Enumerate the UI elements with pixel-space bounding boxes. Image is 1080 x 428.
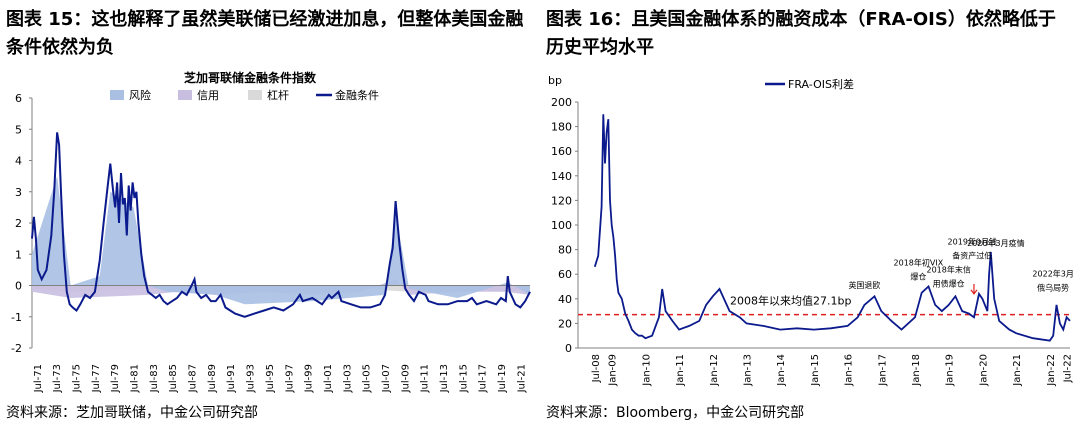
x-tick-label-13: Jan-21: [1012, 354, 1023, 387]
y-unit-label: bp: [548, 74, 562, 87]
y-tick-label-2: 0: [15, 280, 22, 293]
legend-swatch-2: [248, 90, 262, 100]
legend-label-2: 杠杆: [267, 88, 289, 102]
x-tick-label-3: Jul-77: [91, 364, 102, 393]
x-tick-label-24: Jul-19: [497, 364, 508, 393]
x-tick-label-17: Jul-05: [362, 364, 373, 393]
annotation-4-line-0: 2020年3月疫情: [967, 238, 1024, 248]
annotation-3-line-1: 备资产过低: [952, 250, 992, 260]
x-tick-label-10: Jul-91: [226, 364, 237, 393]
y-tick-label-6: 4: [15, 155, 22, 168]
annotation-5-line-0: 2022年3月: [1032, 268, 1073, 278]
x-tick-label-14: Jan-22: [1046, 354, 1057, 387]
legend-label-3: 金融条件: [335, 88, 379, 102]
y-tick-label-0: 0: [565, 342, 572, 355]
left-source: 资料来源：芝加哥联储，中金公司研究部: [6, 405, 258, 421]
fra-ois-line: [593, 114, 1071, 342]
x-tick-label-5: Jan-13: [742, 354, 753, 387]
y-tick-label-8: 160: [551, 145, 572, 158]
x-tick-label-2: Jul-75: [72, 364, 83, 393]
x-tick-label-7: Jul-85: [168, 364, 179, 393]
nfci-line: [31, 132, 531, 318]
y-tick-label-7: 140: [551, 170, 572, 183]
area-series-2: [32, 176, 530, 305]
right-chart: bp FRA-OIS利差 0 20 40 60 80 100 120 140 160 180 200 20…: [548, 74, 1074, 387]
y-tick-label-1: -1: [11, 311, 22, 324]
x-tick-label-20: Jul-11: [420, 364, 431, 393]
y-tick-label-2: 40: [558, 293, 572, 306]
x-tick-label-12: Jan-20: [978, 354, 989, 387]
x-tick-label-7: Jan-15: [810, 354, 821, 387]
right-panel: 图表 16：且美国金融体系的融资成本（FRA-OIS）依然略低于历史平均水平 b…: [540, 0, 1080, 428]
legend-label: FRA-OIS利差: [788, 77, 854, 91]
x-tick-label-16: Jul-03: [342, 364, 353, 393]
x-tick-label-25: Jul-21: [516, 364, 527, 393]
annotation-2-line-1: 用债爆仓: [933, 279, 965, 289]
left-figure-title: 图表 15：这也解释了虽然美联储已经激进加息，但整体美国金融条件依然为负: [6, 9, 524, 58]
x-tick-label-1: Jan-09: [608, 354, 619, 387]
y-tick-label-3: 60: [558, 268, 572, 281]
x-tick-label-1: Jul-73: [52, 364, 63, 393]
x-tick-label-18: Jul-07: [381, 364, 392, 393]
legend-swatch-0: [110, 90, 124, 100]
x-tick-label-4: Jul-79: [110, 364, 121, 393]
annotation-2-line-0: 2018年末信: [927, 265, 971, 275]
x-tick-label-4: Jan-12: [709, 354, 720, 387]
y-tick-label-0: -2: [11, 342, 22, 355]
x-tick-label-0: Jul-08: [591, 354, 602, 383]
x-tick-label-2: Jan-10: [641, 354, 652, 387]
y-tick-label-9: 180: [551, 121, 572, 134]
y-tick-label-3: 1: [15, 248, 22, 261]
y-tick-label-4: 2: [15, 217, 22, 230]
x-tick-label-6: Jan-14: [776, 354, 787, 387]
x-tick-label-15: Jul-01: [323, 364, 334, 393]
x-tick-label-14: Jul-99: [304, 364, 315, 393]
x-tick-label-8: Jan-16: [844, 354, 855, 387]
x-tick-label-8: Jul-87: [188, 364, 199, 393]
x-tick-label-9: Jul-89: [207, 364, 218, 393]
annotation-3-line-0: 2019年9月钱: [948, 236, 997, 246]
x-tick-label-3: Jan-11: [675, 354, 686, 387]
x-tick-label-22: Jul-15: [458, 364, 469, 393]
x-tick-label-23: Jul-17: [478, 364, 489, 393]
x-tick-label-11: Jan-19: [945, 354, 956, 387]
x-tick-label-5: Jul-81: [130, 364, 141, 393]
y-tick-label-8: 6: [15, 92, 22, 105]
right-figure-title: 图表 16：且美国金融体系的融资成本（FRA-OIS）依然略低于历史平均水平: [546, 9, 1056, 58]
y-tick-label-1: 20: [558, 317, 572, 330]
x-tick-label-21: Jul-13: [439, 364, 450, 393]
y-tick-label-5: 3: [15, 186, 22, 199]
annotation-0-line-0: 英国退欧: [848, 280, 880, 290]
right-source: 资料来源：Bloomberg，中金公司研究部: [546, 405, 805, 421]
x-tick-label-12: Jul-95: [265, 364, 276, 393]
legend-label-1: 信用: [197, 89, 219, 102]
y-tick-label-7: 5: [15, 123, 22, 136]
legend-swatch-1: [178, 90, 192, 100]
annotation-5-line-1: 俄乌局势: [1037, 282, 1069, 292]
annotation-1-line-1: 爆仓: [910, 271, 926, 281]
annotation-1-line-0: 2018年初VIX: [894, 257, 944, 267]
x-tick-label-0: Jul-71: [33, 364, 44, 393]
legend-label-0: 风险: [129, 88, 151, 102]
x-tick-label-15: Jul-22: [1063, 354, 1074, 383]
x-tick-label-13: Jul-97: [284, 364, 295, 393]
left-panel: 图表 15：这也解释了虽然美联储已经激进加息，但整体美国金融条件依然为负 芝加哥…: [6, 9, 531, 421]
y-tick-label-10: 200: [551, 96, 572, 109]
y-tick-label-5: 100: [551, 219, 572, 232]
x-tick-label-19: Jul-09: [400, 364, 411, 393]
average-label: 2008年以来均值27.1bp: [730, 294, 851, 308]
x-tick-label-6: Jul-83: [149, 364, 160, 393]
x-tick-label-11: Jul-93: [246, 364, 257, 393]
y-tick-label-4: 80: [558, 244, 572, 257]
y-tick-label-6: 120: [551, 194, 572, 207]
annotation-arrow-head: [970, 289, 978, 295]
x-tick-label-10: Jan-18: [911, 354, 922, 387]
chart-title: 芝加哥联储金融条件指数: [184, 70, 317, 85]
x-tick-label-9: Jan-17: [877, 354, 888, 387]
